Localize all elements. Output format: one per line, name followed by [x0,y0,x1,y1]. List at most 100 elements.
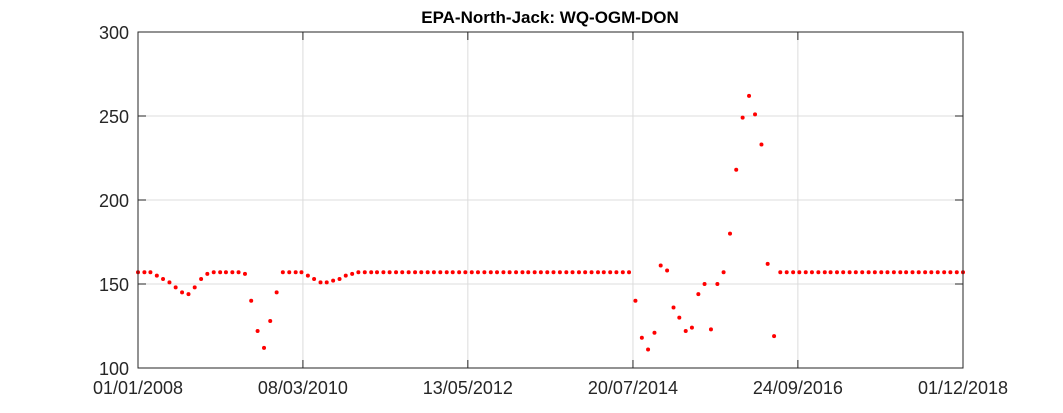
data-point [828,270,833,275]
data-point [759,142,764,147]
data-point [734,167,739,172]
x-tick-label: 24/09/2016 [753,378,843,398]
data-point [324,280,329,285]
data-point [721,270,726,275]
data-point [916,270,921,275]
data-point [375,270,379,275]
data-point [665,268,670,273]
data-point [211,270,216,275]
data-point [167,280,172,285]
chart-title: EPA-North-Jack: WQ-OGM-DON [421,8,679,27]
data-point [614,270,619,275]
data-point [255,329,260,334]
data-point [350,271,355,276]
data-point [406,270,411,275]
data-point [488,270,493,275]
x-tick-label: 08/03/2010 [258,378,348,398]
data-point [520,270,525,275]
data-point [772,334,777,339]
data-point [545,270,550,275]
data-point [230,270,235,275]
data-point [872,270,877,275]
data-point [708,327,713,332]
data-point [929,270,934,275]
data-point [362,270,367,275]
data-point [387,270,392,275]
data-point [242,271,247,276]
tick-labels: 01/01/2008 08/03/2010 13/05/2012 20/07/2014… [93,23,1008,398]
data-point [683,329,688,334]
data-point [860,270,865,275]
data-point [381,270,386,275]
data-point [142,270,147,275]
data-point [627,270,632,275]
data-point [803,270,808,275]
data-point [192,285,197,290]
data-point [551,270,556,275]
data-point [218,270,223,275]
data-point [457,270,462,275]
data-point [161,276,166,281]
data-point [677,315,682,320]
data-point [400,270,405,275]
grid [138,32,963,368]
data-point [816,270,821,275]
data-point [532,270,537,275]
data-point [223,270,228,275]
data-point [501,270,506,275]
data-point [514,270,519,275]
data-point [186,292,191,297]
data-point [809,270,814,275]
data-point [173,285,178,290]
data-point [671,305,676,310]
data-point [847,270,852,275]
data-point [482,270,487,275]
data-point [583,270,588,275]
data-point [249,298,254,303]
data-point [293,270,298,275]
data-point [942,270,947,275]
data-point [331,278,336,283]
data-point [702,282,707,286]
data-point [495,270,500,275]
data-point [853,270,858,275]
x-tick-label: 01/12/2018 [918,378,1008,398]
data-point [507,270,512,275]
data-point [923,270,928,275]
data-point [356,270,361,275]
data-point [904,270,909,275]
data-point [564,270,569,275]
data-point [589,270,594,275]
data-point [753,112,758,117]
data-point [778,270,783,275]
data-point [791,270,796,275]
data-point [841,270,846,275]
data-point [620,270,625,275]
x-tick-label: 01/01/2008 [93,378,183,398]
data-point [595,270,600,275]
data-point [822,270,827,275]
data-point [740,115,745,120]
data-point [180,290,185,295]
data-point [658,263,663,268]
y-tick-label: 250 [99,107,129,127]
data-point [312,276,317,281]
data-point [879,270,884,275]
data-point [689,325,694,330]
data-point [696,292,701,297]
data-point [639,335,644,340]
data-point [728,231,733,236]
data-point [280,270,285,275]
data-points [136,93,965,352]
x-tick-label: 20/07/2014 [588,378,678,398]
data-point [438,270,443,275]
data-point [268,318,273,323]
data-point [601,270,606,275]
data-point [394,270,399,275]
data-point [287,270,292,275]
data-point [885,270,890,275]
data-point [891,270,896,275]
data-point [526,270,531,275]
data-point [205,271,210,276]
